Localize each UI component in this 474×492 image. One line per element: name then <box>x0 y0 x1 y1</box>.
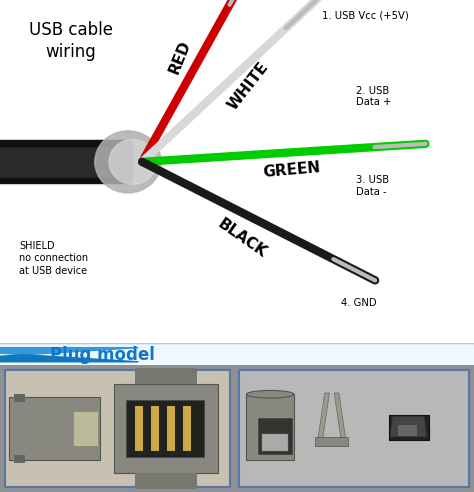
Bar <box>315 437 348 446</box>
Text: Plug model: Plug model <box>50 346 155 364</box>
Bar <box>135 473 197 489</box>
FancyBboxPatch shape <box>0 343 474 366</box>
Bar <box>246 394 294 461</box>
Bar <box>14 394 25 402</box>
Ellipse shape <box>246 391 294 398</box>
Text: 2. USB
Data +: 2. USB Data + <box>356 86 391 107</box>
Ellipse shape <box>95 131 161 193</box>
Text: 4. GND: 4. GND <box>341 298 377 308</box>
Text: GREEN: GREEN <box>262 160 321 180</box>
Polygon shape <box>0 355 138 362</box>
Bar <box>135 406 143 451</box>
Bar <box>389 415 429 440</box>
Text: USB cable
wiring: USB cable wiring <box>29 21 113 62</box>
Polygon shape <box>334 393 346 441</box>
Text: RED: RED <box>166 38 193 76</box>
Bar <box>9 397 100 460</box>
Bar <box>126 400 204 457</box>
Bar <box>258 418 292 454</box>
Bar <box>398 426 417 435</box>
Polygon shape <box>318 393 329 441</box>
Text: 3. USB
Data -: 3. USB Data - <box>356 175 389 197</box>
Polygon shape <box>0 348 138 355</box>
Polygon shape <box>390 416 427 437</box>
Ellipse shape <box>109 139 156 184</box>
Bar <box>5 370 230 487</box>
Text: BLACK: BLACK <box>215 216 270 260</box>
Bar <box>239 370 469 487</box>
Bar <box>114 384 218 473</box>
Bar <box>183 406 191 451</box>
Text: SHIELD
no connection
at USB device: SHIELD no connection at USB device <box>19 241 88 276</box>
Bar <box>151 406 159 451</box>
Text: 1. USB Vcc (+5V): 1. USB Vcc (+5V) <box>322 10 409 21</box>
Bar <box>262 433 288 451</box>
Text: WHITE: WHITE <box>225 59 272 112</box>
Bar <box>73 411 98 446</box>
Bar <box>135 368 197 384</box>
Bar <box>14 455 25 463</box>
Bar <box>167 406 175 451</box>
